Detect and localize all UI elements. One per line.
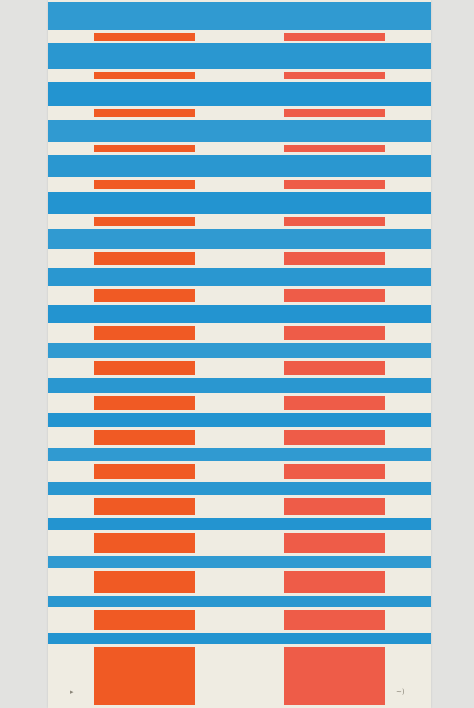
blue-band [48,2,431,30]
blue-band [48,120,431,142]
coral-rectangle [284,33,385,41]
orange-rectangle [94,33,195,41]
pencil-signature-right: ~) [396,688,405,696]
blue-band [48,192,431,214]
coral-rectangle [284,109,385,117]
blue-band [48,413,431,427]
orange-rectangle [94,289,195,302]
coral-rectangle [284,361,385,375]
blue-band [48,518,431,530]
blue-band [48,268,431,286]
orange-rectangle [94,533,195,553]
blue-band [48,229,431,249]
orange-rectangle [94,396,195,410]
coral-rectangle [284,252,385,265]
orange-rectangle [94,571,195,593]
orange-rectangle [94,326,195,340]
coral-rectangle [284,533,385,553]
orange-rectangle [94,252,195,265]
blue-band [48,556,431,568]
coral-rectangle [284,396,385,410]
coral-rectangle [284,464,385,479]
coral-rectangle [284,180,385,189]
coral-rectangle [284,647,385,705]
orange-rectangle [94,145,195,152]
orange-rectangle [94,430,195,445]
blue-band [48,596,431,607]
blue-band [48,378,431,393]
orange-rectangle [94,464,195,479]
blue-band [48,82,431,106]
coral-rectangle [284,430,385,445]
blue-band [48,343,431,358]
coral-rectangle [284,326,385,340]
orange-rectangle [94,109,195,117]
orange-rectangle [94,217,195,226]
blue-band [48,155,431,177]
coral-rectangle [284,610,385,630]
blue-band [48,305,431,323]
blue-band [48,633,431,644]
blue-band [48,43,431,69]
orange-rectangle [94,180,195,189]
painted-paper: ▸ ~) [48,0,431,708]
coral-rectangle [284,217,385,226]
coral-rectangle [284,289,385,302]
orange-rectangle [94,647,195,705]
orange-rectangle [94,498,195,515]
pencil-mark-left: ▸ [70,688,74,696]
coral-rectangle [284,571,385,593]
orange-rectangle [94,361,195,375]
blue-band [48,482,431,495]
coral-rectangle [284,145,385,152]
coral-rectangle [284,498,385,515]
blue-band [48,448,431,461]
orange-rectangle [94,72,195,79]
orange-rectangle [94,610,195,630]
coral-rectangle [284,72,385,79]
